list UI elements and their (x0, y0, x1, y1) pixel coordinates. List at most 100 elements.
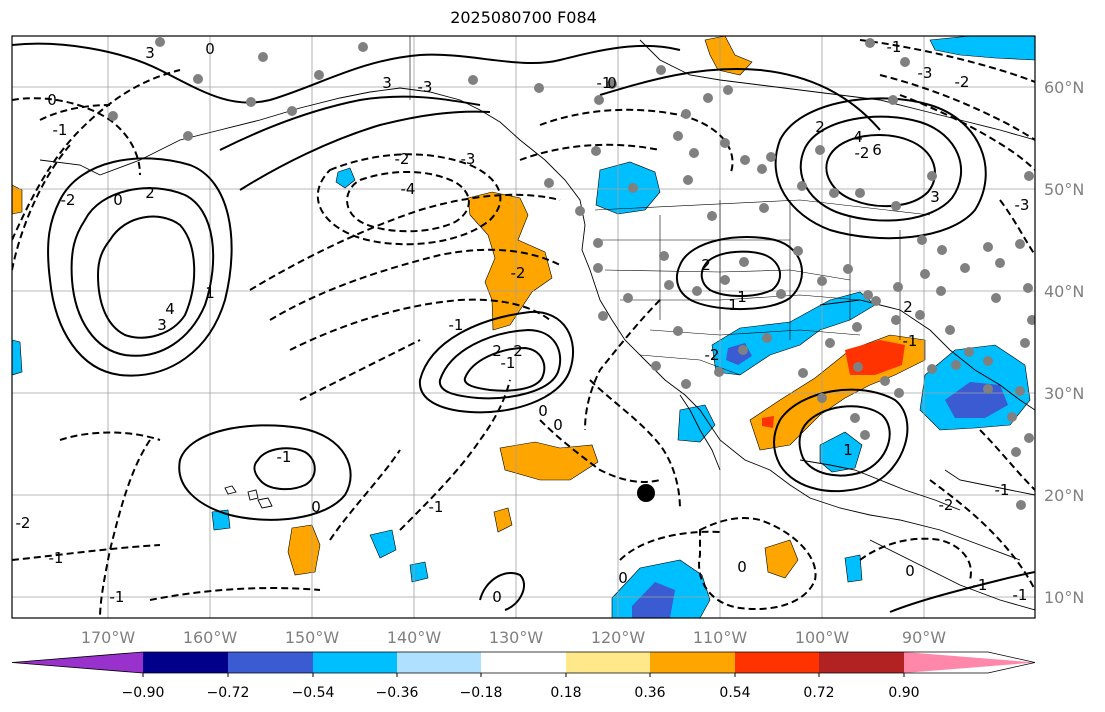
contour-wave-north-d (599, 68, 881, 131)
orange-region-subtropical (499, 441, 599, 481)
blue-region-small-d (211, 509, 231, 531)
colorbar-segment (397, 652, 481, 673)
contour-label: -1 (277, 448, 292, 466)
colorbar-segment (228, 652, 313, 673)
red-region-texas (762, 416, 774, 428)
contour-label: -1 (1013, 586, 1028, 604)
orange-region-small-a (493, 507, 513, 533)
contour-label: -3 (918, 64, 933, 82)
contour-label: 1 (205, 284, 215, 302)
contour-label: 1 (728, 296, 738, 314)
contour-high-plains (676, 236, 803, 311)
blue-region-equatorial-core (632, 582, 675, 618)
colorbar-segment (143, 652, 228, 673)
orange-region-small-b (764, 539, 799, 579)
anomaly-shading (12, 36, 1035, 618)
lon-label: 120°W (591, 628, 646, 647)
contour-label: -1 (110, 588, 125, 606)
contour-label: 1 (737, 288, 747, 306)
contour-label: -4 (401, 180, 416, 198)
contour-label: 3 (145, 44, 155, 62)
contour-high-central-mid (438, 328, 562, 400)
contour-high-plains-inner (700, 250, 781, 297)
contour-high-northeast-mid (799, 115, 962, 222)
contour-high-hawaii-inner (253, 447, 316, 491)
contour-label: 3 (382, 74, 392, 92)
blue-region-small-f (844, 554, 863, 583)
contour-wave-north-b (219, 95, 481, 151)
colorbar-tick-label: −0.18 (460, 685, 503, 701)
contour-high-gulf (773, 388, 909, 493)
contour-label: 0 (47, 91, 57, 109)
contours-dashed (12, 39, 1035, 618)
lon-label: 160°W (183, 628, 238, 647)
blue-region-small-e (409, 561, 429, 583)
contour-label: -1 (887, 38, 902, 56)
colorbar-tick-label: 0.36 (634, 685, 665, 701)
figure-title: 2025080700 F084 (450, 8, 597, 27)
colorbar-segment (481, 652, 566, 673)
colorbar-tick-label: 0.90 (888, 685, 919, 701)
contour-label: 2 (815, 118, 825, 136)
colorbar-segment (650, 652, 735, 673)
contour-label: 6 (872, 141, 882, 159)
contour-high-central (418, 310, 575, 414)
contour-label-group: 3 3 0 1 -1 -2 2 0 4 3 -3 -2 -3 -4 -3 -2 … (16, 38, 1030, 606)
blue-region-gulf-small (819, 431, 863, 473)
lat-label: 20°N (1044, 486, 1084, 505)
contour-label: 1 (843, 441, 853, 459)
contour-label: 3 (157, 316, 167, 334)
storm-center-marker (637, 484, 655, 502)
contour-high-hawaii (178, 424, 352, 521)
blue-region-alaska-dot (335, 167, 356, 189)
contour-label: 0 (737, 558, 747, 576)
lat-label: 40°N (1044, 282, 1084, 301)
contour-label: 0 (205, 40, 215, 58)
latitude-labels: 60°N 50°N 40°N 30°N 20°N 10°N (1044, 78, 1084, 607)
contour-label: -1 (429, 498, 444, 516)
contour-label: -3 (418, 78, 433, 96)
contour-low-equatorial (479, 572, 525, 611)
contour-label: 4 (165, 300, 175, 318)
orange-region-hawaii-south (287, 524, 321, 576)
colorbar-segment (819, 652, 904, 673)
contour-high-west-inner (96, 215, 196, 339)
contour-label: 0 (492, 588, 502, 606)
colorbar-tick-label: 0.72 (803, 685, 834, 701)
contour-label: 0 (607, 74, 617, 92)
contour-label: 2 (492, 342, 502, 360)
contour-high-west-mid (70, 187, 215, 357)
contour-label: -1 (501, 354, 516, 372)
contour-label: -1 (903, 332, 918, 350)
colorbar-segment (313, 652, 397, 673)
contour-high-central-inner (463, 346, 546, 392)
blue-region-west-edge (12, 339, 23, 376)
contour-label: 2 (903, 298, 913, 316)
contour-label: -3 (461, 150, 476, 168)
contour-label: -2 (939, 496, 954, 514)
lon-label: 110°W (693, 628, 748, 647)
contour-label: -1 (597, 74, 612, 92)
blue-region-northeast-top (929, 36, 1035, 61)
contour-label: 2 (701, 256, 711, 274)
colorbar-tick-label: 0.18 (550, 685, 581, 701)
contours-solid (12, 42, 1035, 613)
contour-high-northeast-inner (825, 134, 937, 208)
contour-label: 0 (311, 498, 321, 516)
colorbar-tick-label: −0.72 (207, 685, 250, 701)
colorbar-segment (566, 652, 650, 673)
colorbar-ticks: −0.90 −0.72 −0.54 −0.36 −0.18 0.18 0.36 … (122, 685, 920, 701)
contour-label: -2 (855, 144, 870, 162)
colorbar-segments (11, 651, 1036, 677)
contour-label: -2 (705, 346, 720, 364)
colorbar-tick-label: −0.36 (376, 685, 419, 701)
contour-label: -2 (955, 73, 970, 91)
contour-label: -2 (61, 191, 76, 209)
map-background (12, 36, 1035, 618)
contour-high-gulf-inner (798, 405, 891, 477)
longitude-labels: 170°W 160°W 150°W 140°W 130°W 120°W 110°… (81, 628, 946, 647)
contour-label: -2 (395, 150, 410, 168)
colorbar-tick-label: −0.54 (292, 685, 335, 701)
lon-label: 90°W (902, 628, 946, 647)
contour-label: 0 (553, 416, 563, 434)
